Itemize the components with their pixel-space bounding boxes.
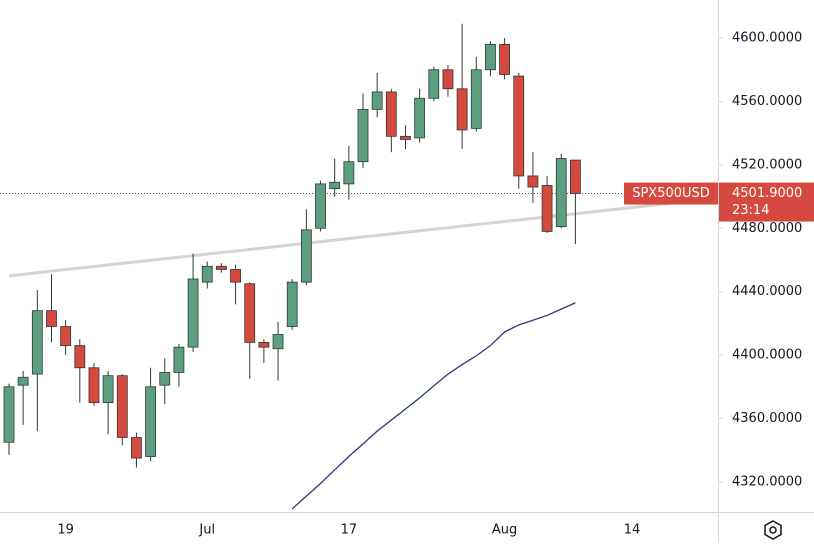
candle-body xyxy=(145,386,157,457)
x-tick-label: 14 xyxy=(624,523,641,538)
settings-icon[interactable] xyxy=(764,520,782,540)
trend-line xyxy=(8,198,704,278)
candle-body xyxy=(315,183,326,229)
candle-body xyxy=(17,376,29,386)
candle-body xyxy=(456,88,468,131)
candle-body xyxy=(244,283,256,343)
candle-body xyxy=(131,437,142,459)
candle-body xyxy=(215,265,227,270)
y-tick-label: 4480.0000 xyxy=(732,221,802,236)
candle-body xyxy=(31,310,43,375)
candle-body xyxy=(570,159,581,194)
candle-body xyxy=(541,185,553,232)
y-tick-label: 4600.0000 xyxy=(732,31,802,46)
candle-body xyxy=(173,346,185,373)
candle-body xyxy=(102,375,114,404)
candle-body xyxy=(116,375,128,438)
candle-body xyxy=(400,135,411,140)
plot-area xyxy=(0,23,718,510)
candle-body xyxy=(3,386,15,443)
candle-body xyxy=(88,367,100,404)
x-tick-label: 17 xyxy=(341,523,358,538)
candle-body xyxy=(46,310,57,327)
y-tick-label: 4320.0000 xyxy=(732,474,802,489)
x-tick-label: Aug xyxy=(492,523,517,538)
candle-body xyxy=(428,69,440,99)
price-badge xyxy=(719,182,814,222)
candle-body xyxy=(300,229,312,283)
candle-body xyxy=(272,334,284,350)
candle-body xyxy=(442,69,454,90)
x-tick-label: 19 xyxy=(57,523,74,538)
candle-body xyxy=(286,281,298,327)
candle-body xyxy=(414,97,426,139)
candle-body xyxy=(201,265,213,283)
x-tick-label: Jul xyxy=(198,523,215,538)
candle-body xyxy=(385,91,397,137)
candle-body xyxy=(258,341,270,348)
candle-body xyxy=(470,69,482,129)
y-tick-label: 4400.0000 xyxy=(732,348,802,363)
candle-body xyxy=(60,326,72,346)
y-tick-label: 4360.0000 xyxy=(732,411,802,426)
candle-body xyxy=(485,43,496,71)
symbol-badge xyxy=(624,182,718,205)
y-tick-label: 4560.0000 xyxy=(732,94,802,109)
candle-body xyxy=(513,75,525,177)
candle-body xyxy=(230,269,241,283)
candle-body xyxy=(527,175,539,188)
candle-body xyxy=(499,43,511,75)
candle-body xyxy=(159,372,171,386)
countdown-label: 23:14 xyxy=(732,203,769,218)
last-price-label: 4501.9000 xyxy=(732,186,802,201)
candle-body xyxy=(555,158,567,228)
candle-body xyxy=(329,181,341,190)
y-tick-label: 4440.0000 xyxy=(732,284,802,299)
candle-body xyxy=(187,278,199,348)
symbol-label: SPX500USD xyxy=(632,186,710,201)
candle-body xyxy=(343,161,355,185)
candle-body xyxy=(371,91,383,110)
y-tick-label: 4520.0000 xyxy=(732,157,802,172)
moving-average xyxy=(291,302,576,510)
candle-body xyxy=(357,108,369,163)
candle-body xyxy=(74,345,86,369)
